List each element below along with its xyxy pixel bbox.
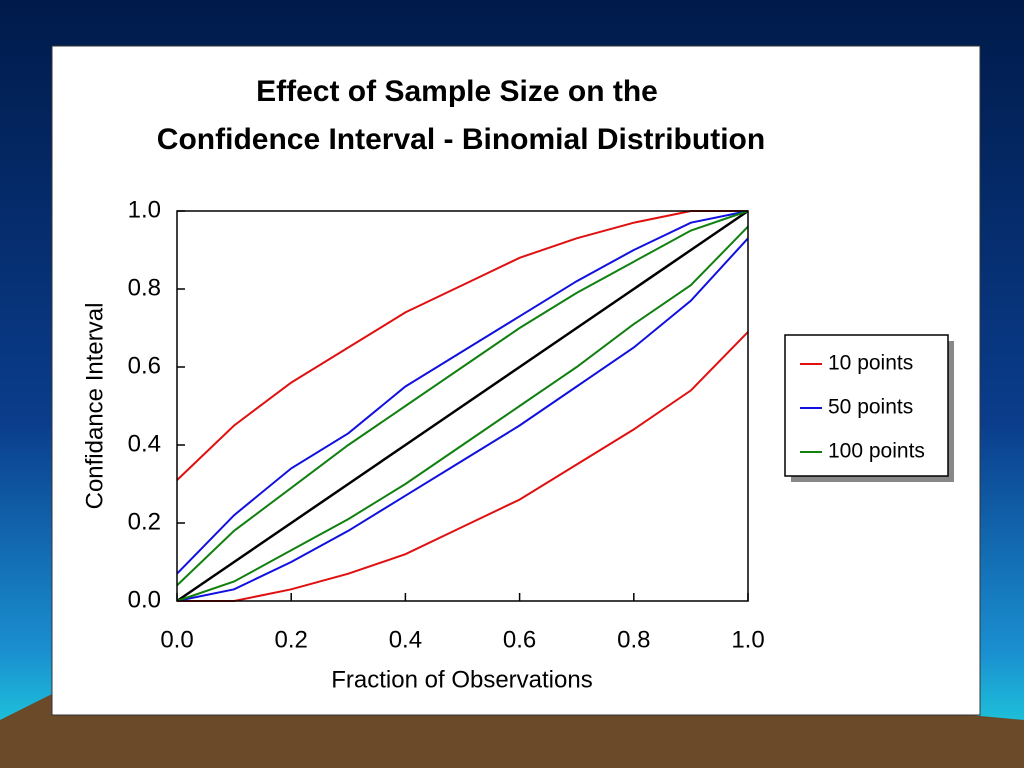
y-axis-label: Confidance Interval — [81, 303, 108, 510]
chart-title: Effect of Sample Size on the — [256, 75, 658, 108]
series-line — [176, 209, 749, 603]
y-tick-label: 0.0 — [128, 586, 161, 613]
series-line — [177, 331, 749, 602]
x-tick-label: 0.6 — [503, 626, 536, 653]
x-tick-label: 0.2 — [275, 626, 308, 653]
legend-label: 50 points — [828, 396, 913, 419]
y-tick-label: 0.2 — [128, 508, 161, 535]
y-tick-label: 0.6 — [128, 352, 161, 379]
legend-label: 10 points — [828, 352, 913, 375]
plot-frame — [176, 210, 749, 602]
series-line — [176, 210, 748, 481]
series-line — [176, 237, 749, 602]
chart-title: Confidence Interval - Binomial Distribut… — [157, 123, 765, 156]
y-tick-label: 1.0 — [128, 196, 161, 223]
x-axis-label: Fraction of Observations — [331, 666, 592, 693]
x-tick-label: 0.8 — [617, 626, 650, 653]
y-tick-label: 0.8 — [128, 274, 161, 301]
y-tick-label: 0.4 — [128, 430, 161, 457]
series-line — [176, 210, 749, 587]
series-line — [176, 210, 749, 575]
legend-label: 100 points — [828, 440, 925, 463]
x-tick-label: 0.4 — [389, 626, 422, 653]
x-tick-label: 0.0 — [160, 626, 193, 653]
x-tick-label: 1.0 — [731, 626, 764, 653]
series-line — [176, 225, 749, 602]
